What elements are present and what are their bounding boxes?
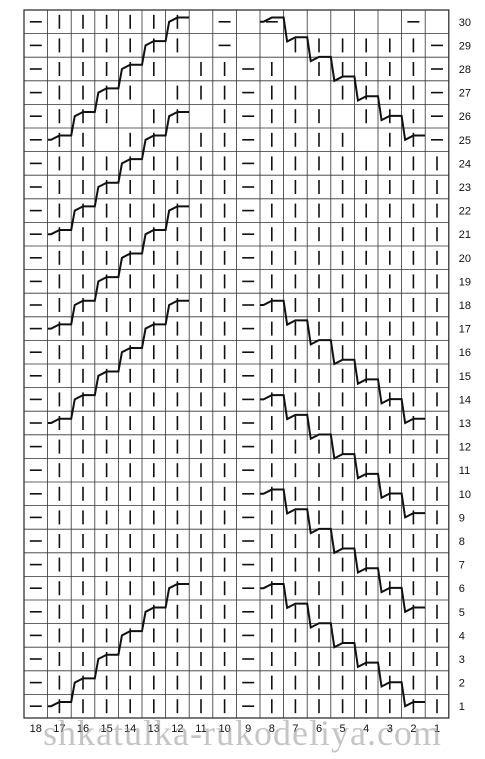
row-number: 27	[459, 88, 471, 100]
cable-left	[47, 110, 190, 236]
column-number: 18	[30, 723, 42, 735]
cable-left	[47, 16, 190, 141]
column-number: 12	[171, 723, 183, 735]
row-number: 3	[459, 654, 465, 666]
column-number: 3	[387, 723, 393, 735]
row-number: 9	[459, 512, 465, 524]
cable-left	[47, 582, 190, 708]
row-number: 24	[459, 158, 471, 170]
row-number: 14	[459, 394, 471, 406]
row-number: 6	[459, 583, 465, 595]
row-number: 11	[459, 465, 470, 477]
row-number: 15	[459, 371, 471, 383]
row-number: 2	[459, 678, 465, 690]
row-number: 23	[459, 182, 471, 194]
column-number: 13	[148, 723, 160, 735]
column-number: 2	[410, 723, 416, 735]
column-number: 11	[195, 723, 206, 735]
cable-right	[260, 16, 426, 142]
row-number: 26	[459, 111, 471, 123]
row-number: 25	[459, 135, 471, 147]
row-number: 5	[459, 607, 465, 619]
column-number: 8	[269, 723, 275, 735]
row-number: 7	[459, 560, 465, 572]
row-number: 8	[459, 536, 465, 548]
column-number: 15	[100, 723, 112, 735]
cable-right	[260, 299, 426, 425]
row-number: 30	[459, 17, 471, 29]
column-number: 4	[363, 723, 369, 735]
column-number: 1	[434, 723, 440, 735]
row-number: 13	[459, 418, 471, 430]
column-number: 9	[245, 723, 251, 735]
column-number: 6	[316, 723, 322, 735]
cable-left	[47, 299, 190, 424]
row-number: 16	[459, 347, 471, 359]
cable-left	[47, 205, 190, 330]
row-number: 4	[459, 630, 465, 642]
row-number: 28	[459, 64, 471, 76]
column-number: 10	[218, 723, 230, 735]
row-number: 1	[459, 701, 465, 713]
cable-right	[260, 488, 426, 614]
cable-right	[260, 394, 426, 519]
column-number: 17	[53, 723, 65, 735]
column-number: 14	[124, 723, 136, 735]
row-number: 17	[459, 324, 471, 336]
column-number: 16	[77, 723, 89, 735]
column-number: 5	[340, 723, 346, 735]
row-number: 22	[459, 206, 471, 218]
row-number: 12	[459, 442, 471, 454]
row-number: 19	[459, 276, 471, 288]
row-number: 29	[459, 40, 471, 52]
row-number: 20	[459, 253, 471, 265]
row-number: 21	[459, 229, 471, 241]
column-number: 7	[292, 723, 298, 735]
cable-right	[260, 582, 426, 708]
row-number: 18	[459, 300, 471, 312]
row-number: 10	[459, 489, 471, 501]
